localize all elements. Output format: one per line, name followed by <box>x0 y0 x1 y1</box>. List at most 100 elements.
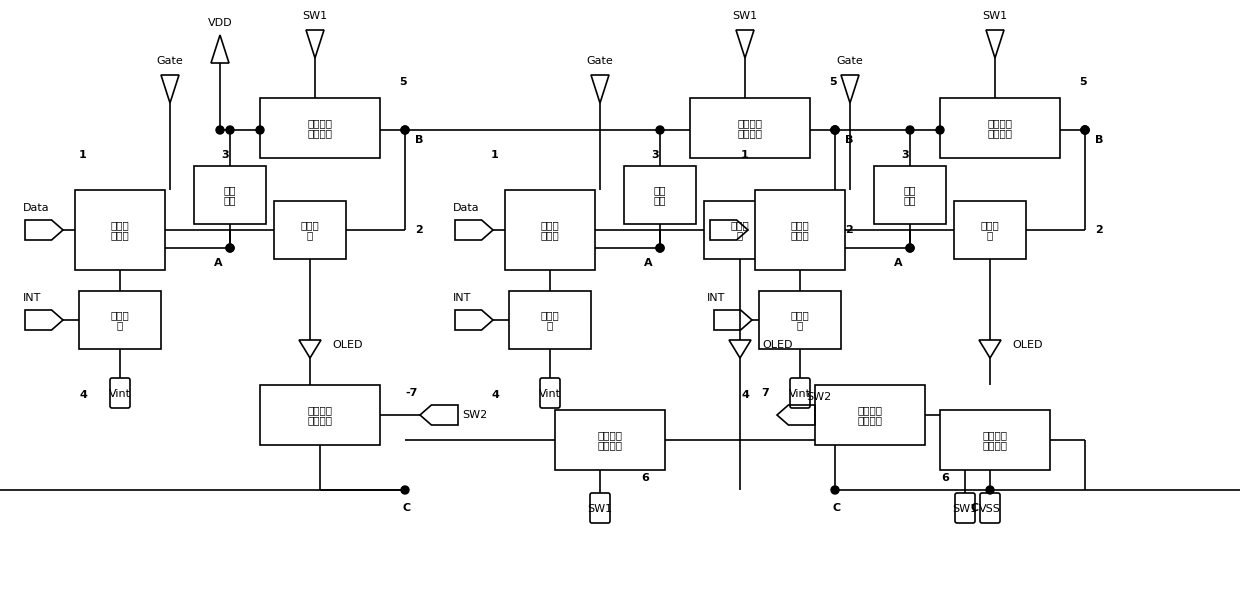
Text: 控制模块: 控制模块 <box>308 415 332 426</box>
Text: 4: 4 <box>742 390 749 400</box>
Text: Vint: Vint <box>539 389 560 399</box>
Text: 5: 5 <box>830 77 837 87</box>
Text: SW2: SW2 <box>463 410 487 420</box>
FancyBboxPatch shape <box>508 291 591 349</box>
Text: SW1: SW1 <box>982 11 1008 21</box>
Text: 3: 3 <box>651 150 658 160</box>
Text: 2: 2 <box>846 225 853 235</box>
FancyBboxPatch shape <box>79 291 161 349</box>
Circle shape <box>226 126 234 134</box>
Text: 数据写: 数据写 <box>541 220 559 230</box>
Text: 块: 块 <box>987 230 993 240</box>
Circle shape <box>831 126 839 134</box>
Text: SW1: SW1 <box>952 504 977 514</box>
Text: 第一导通: 第一导通 <box>308 118 332 128</box>
Text: 入模块: 入模块 <box>541 230 559 240</box>
FancyBboxPatch shape <box>505 190 595 270</box>
Text: 2: 2 <box>415 225 423 235</box>
Circle shape <box>656 126 663 134</box>
Text: B: B <box>1095 135 1104 145</box>
Text: C: C <box>833 503 841 513</box>
Text: B: B <box>844 135 853 145</box>
Text: 模块: 模块 <box>223 195 237 206</box>
Text: 电容: 电容 <box>223 185 237 195</box>
Text: 控制模块: 控制模块 <box>987 128 1013 138</box>
FancyBboxPatch shape <box>260 98 379 158</box>
FancyBboxPatch shape <box>624 166 696 224</box>
Text: Gate: Gate <box>837 56 863 66</box>
Text: 驱动模: 驱动模 <box>981 220 999 230</box>
Text: 控制模块: 控制模块 <box>598 441 622 450</box>
Text: 第二导通: 第二导通 <box>982 430 1007 440</box>
Text: A: A <box>213 258 222 268</box>
Text: 3: 3 <box>221 150 229 160</box>
FancyBboxPatch shape <box>940 410 1050 470</box>
Text: A: A <box>644 258 652 268</box>
Text: SW2: SW2 <box>806 392 832 402</box>
Text: 驱动模: 驱动模 <box>730 220 749 230</box>
Text: 5: 5 <box>399 77 407 87</box>
Text: 复位模: 复位模 <box>541 310 559 320</box>
Text: 数据写: 数据写 <box>791 220 810 230</box>
Text: Gate: Gate <box>587 56 614 66</box>
Text: VSS: VSS <box>980 504 1001 514</box>
Text: 块: 块 <box>797 320 804 331</box>
FancyBboxPatch shape <box>193 166 267 224</box>
Text: 电容: 电容 <box>653 185 666 195</box>
Text: Vint: Vint <box>789 389 811 399</box>
Circle shape <box>656 244 663 252</box>
FancyBboxPatch shape <box>689 98 810 158</box>
Circle shape <box>401 126 409 134</box>
Circle shape <box>401 486 409 494</box>
Text: 控制模块: 控制模块 <box>308 128 332 138</box>
Text: 控制模块: 控制模块 <box>738 128 763 138</box>
Text: 1: 1 <box>491 150 498 160</box>
FancyBboxPatch shape <box>759 291 841 349</box>
Text: 入模块: 入模块 <box>110 230 129 240</box>
Text: A: A <box>894 258 903 268</box>
Circle shape <box>216 126 224 134</box>
Text: INT: INT <box>707 293 725 303</box>
FancyBboxPatch shape <box>954 201 1025 259</box>
Circle shape <box>656 244 663 252</box>
Circle shape <box>831 486 839 494</box>
Text: 数据写: 数据写 <box>110 220 129 230</box>
Text: 第三导通: 第三导通 <box>308 404 332 415</box>
Text: INT: INT <box>453 293 471 303</box>
Circle shape <box>1081 126 1089 134</box>
Text: Gate: Gate <box>156 56 184 66</box>
FancyBboxPatch shape <box>539 378 560 408</box>
Text: 块: 块 <box>117 320 123 331</box>
FancyBboxPatch shape <box>704 201 776 259</box>
FancyBboxPatch shape <box>274 201 346 259</box>
Text: SW1: SW1 <box>733 11 758 21</box>
Circle shape <box>906 244 914 252</box>
Circle shape <box>906 244 914 252</box>
Circle shape <box>1081 126 1089 134</box>
Text: Data: Data <box>24 203 50 213</box>
Text: 驱动模: 驱动模 <box>300 220 320 230</box>
Text: 3: 3 <box>901 150 909 160</box>
Text: SW1: SW1 <box>303 11 327 21</box>
Circle shape <box>226 244 234 252</box>
Text: OLED: OLED <box>1013 340 1043 350</box>
Text: 入模块: 入模块 <box>791 230 810 240</box>
Text: 块: 块 <box>547 320 553 331</box>
Text: VDD: VDD <box>207 18 232 28</box>
Text: 4: 4 <box>79 390 87 400</box>
Text: 第一导通: 第一导通 <box>738 118 763 128</box>
Text: 块: 块 <box>737 230 743 240</box>
FancyBboxPatch shape <box>940 98 1060 158</box>
Text: 6: 6 <box>641 473 649 483</box>
Text: 6: 6 <box>941 473 949 483</box>
Text: 控制模块: 控制模块 <box>858 415 883 426</box>
FancyBboxPatch shape <box>980 493 999 523</box>
Text: 电容: 电容 <box>904 185 916 195</box>
FancyBboxPatch shape <box>110 378 130 408</box>
Text: 模块: 模块 <box>904 195 916 206</box>
Text: SW1: SW1 <box>588 504 613 514</box>
Text: 块: 块 <box>306 230 314 240</box>
FancyBboxPatch shape <box>556 410 665 470</box>
Circle shape <box>906 126 914 134</box>
Text: 1: 1 <box>742 150 749 160</box>
